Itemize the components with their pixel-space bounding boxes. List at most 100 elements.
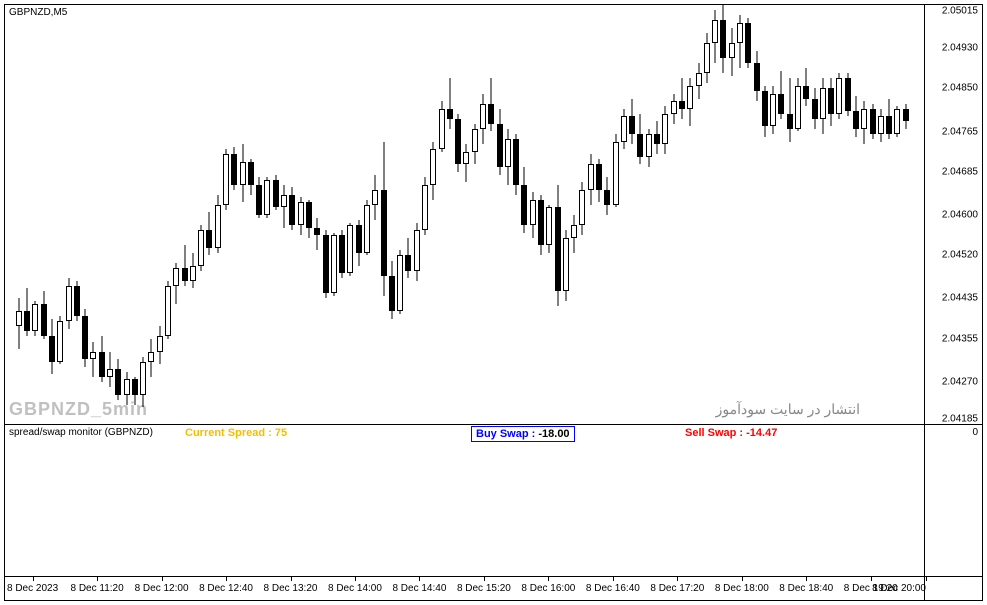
y-axis-label: 2.04270: [942, 376, 978, 387]
x-axis-label: 8 Dec 2023: [7, 583, 58, 594]
candle: [289, 187, 295, 230]
candle: [687, 78, 693, 126]
x-axis-label: 8 Dec 12:00: [135, 583, 189, 594]
candle: [82, 309, 88, 367]
candle: [165, 281, 171, 339]
chart-container: GBPNZD,M5 GBPNZD_5min انتشار در سایت سود…: [4, 4, 983, 601]
candle: [828, 78, 834, 126]
candle: [704, 33, 710, 84]
candle: [870, 104, 876, 139]
candle: [662, 106, 668, 154]
candle: [720, 5, 726, 73]
candle: [381, 142, 387, 296]
candle: [754, 51, 760, 102]
candle: [878, 109, 884, 142]
candle: [637, 114, 643, 165]
candle: [16, 298, 22, 349]
candle: [621, 109, 627, 149]
x-axis-label: 8 Dec 12:40: [199, 583, 253, 594]
candle: [596, 159, 602, 202]
candle: [480, 94, 486, 145]
candle: [521, 167, 527, 233]
candle: [654, 121, 660, 154]
candle: [497, 109, 503, 175]
y-axis-label: 2.04355: [942, 333, 978, 344]
y-axis-label: 2.04520: [942, 250, 978, 261]
y-axis: 2.041852.042702.043552.044352.045202.046…: [924, 5, 982, 425]
candle: [588, 154, 594, 205]
candle: [455, 114, 461, 172]
candle: [894, 106, 900, 136]
candle: [530, 192, 536, 238]
x-axis-label: 8 Dec 15:20: [457, 583, 511, 594]
candle: [563, 230, 569, 301]
candle: [24, 288, 30, 336]
candle: [389, 261, 395, 319]
candle: [32, 301, 38, 336]
candle: [472, 124, 478, 164]
candle: [248, 159, 254, 194]
indicator-y-axis: 0: [924, 425, 982, 576]
indicator-zero-label: 0: [972, 427, 978, 438]
candle: [430, 142, 436, 200]
candle: [339, 230, 345, 278]
main-chart[interactable]: GBPNZD,M5 GBPNZD_5min انتشار در سایت سود…: [5, 5, 924, 425]
y-axis-label: 2.04600: [942, 210, 978, 221]
candle: [90, 342, 96, 377]
candle: [579, 182, 585, 235]
candle: [49, 319, 55, 375]
candle: [414, 223, 420, 281]
candle: [853, 96, 859, 136]
current-spread-value: 75: [275, 427, 287, 439]
candle: [729, 28, 735, 76]
candle: [264, 177, 270, 217]
indicator-panel[interactable]: spread/swap monitor (GBPNZD) Current Spr…: [5, 425, 924, 576]
buy-swap-label: Buy Swap :: [476, 428, 535, 440]
candle: [505, 129, 511, 185]
x-axis-label: 8 Dec 18:00: [715, 583, 769, 594]
candle: [422, 177, 428, 235]
candle: [613, 134, 619, 207]
y-axis-label: 2.04930: [942, 43, 978, 54]
y-axis-label: 2.04765: [942, 126, 978, 137]
candle: [215, 195, 221, 253]
candle: [671, 94, 677, 124]
candle: [397, 250, 403, 313]
candle: [820, 78, 826, 134]
x-axis-corner: [924, 576, 982, 600]
candle: [745, 18, 751, 69]
sell-swap-label: Sell Swap :: [685, 427, 743, 439]
current-spread-label: Current Spread :: [185, 427, 272, 439]
candle: [845, 73, 851, 116]
candle: [66, 278, 72, 329]
candle: [314, 218, 320, 251]
candle: [173, 263, 179, 303]
candle: [795, 78, 801, 131]
candle: [604, 177, 610, 215]
x-axis-label: 8 Dec 16:40: [586, 583, 640, 594]
candle: [903, 104, 909, 129]
candle: [803, 68, 809, 106]
x-axis-label: 8 Dec 16:00: [521, 583, 575, 594]
candle: [629, 99, 635, 145]
candle: [646, 129, 652, 167]
candle: [356, 220, 362, 266]
candle: [190, 253, 196, 288]
x-axis-label: 8 Dec 20:00: [872, 583, 926, 594]
candle: [778, 71, 784, 119]
candle: [546, 205, 552, 253]
candle: [737, 15, 743, 68]
candle: [488, 78, 494, 131]
candle: [861, 101, 867, 144]
candle: [447, 78, 453, 129]
candle: [74, 281, 80, 321]
candle: [206, 212, 212, 255]
x-axis-label: 8 Dec 13:20: [264, 583, 318, 594]
candle: [124, 372, 130, 405]
candle: [298, 197, 304, 235]
candle: [696, 63, 702, 98]
candle: [107, 352, 113, 387]
candle: [712, 10, 718, 63]
x-axis-label: 8 Dec 17:20: [650, 583, 704, 594]
candle: [273, 175, 279, 210]
